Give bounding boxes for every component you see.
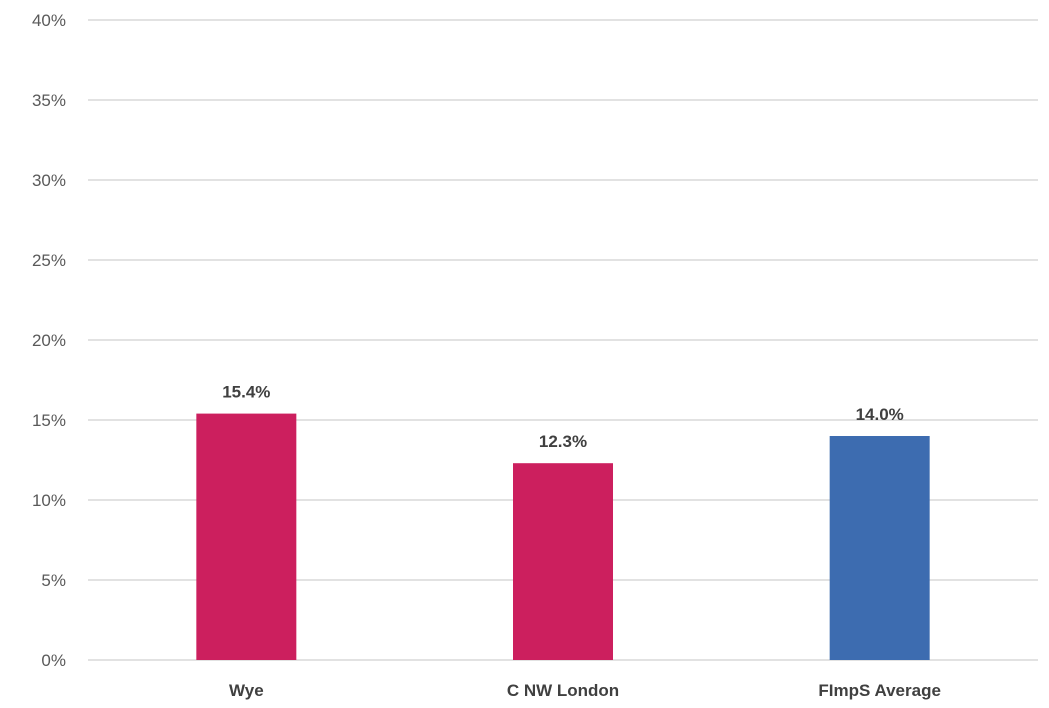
x-axis-category-labels: Wye C NW London FImpS Average — [229, 681, 941, 700]
y-tick-label: 15% — [32, 411, 66, 430]
y-tick-label: 10% — [32, 491, 66, 510]
y-tick-label: 25% — [32, 251, 66, 270]
y-tick-label: 0% — [41, 651, 66, 670]
x-category-label: Wye — [229, 681, 264, 700]
data-label: 12.3% — [539, 432, 587, 451]
y-tick-label: 20% — [32, 331, 66, 350]
x-category-label: FImpS Average — [818, 681, 941, 700]
y-tick-label: 5% — [41, 571, 66, 590]
bar-fimps-average — [829, 436, 930, 660]
y-axis-tick-labels: 0% 5% 10% 15% 20% 25% 30% 35% 40% — [32, 11, 66, 670]
y-tick-label: 40% — [32, 11, 66, 30]
bars — [196, 413, 930, 660]
bar-wye — [196, 413, 297, 660]
data-labels: 15.4% 12.3% 14.0% — [222, 383, 904, 452]
bar-c-nw-london — [513, 463, 613, 660]
y-tick-label: 30% — [32, 171, 66, 190]
x-category-label: C NW London — [507, 681, 619, 700]
data-label: 15.4% — [222, 383, 270, 402]
data-label: 14.0% — [856, 405, 904, 424]
y-tick-label: 35% — [32, 91, 66, 110]
